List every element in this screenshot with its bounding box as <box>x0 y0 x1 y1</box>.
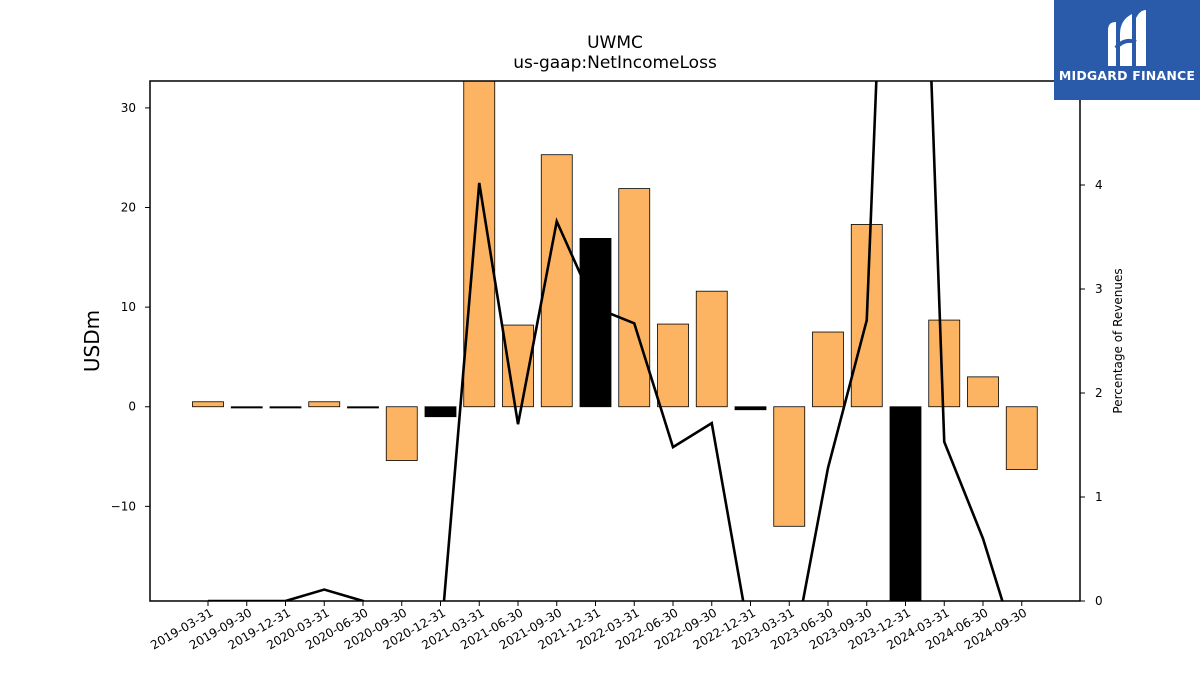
bar-2023-12-31 <box>889 406 922 601</box>
bar-2023-03-31 <box>773 406 806 527</box>
y2-tick-label: 2 <box>1095 386 1103 400</box>
y2-axis-label: Percentage of Revenues <box>1111 268 1125 413</box>
bar-2019-03-31 <box>192 401 224 408</box>
logo-text: MIDGARD FINANCE <box>1058 68 1196 83</box>
bar-2020-09-30 <box>385 406 418 461</box>
bar-2021-12-31 <box>579 237 612 408</box>
y2-tick-label: 0 <box>1095 594 1103 608</box>
bar-2022-06-30 <box>657 323 689 408</box>
bar-2020-03-31 <box>308 401 341 408</box>
y-tick-label: −10 <box>111 499 136 513</box>
y-axis-label: USDm <box>80 310 104 372</box>
y-tick-label: 30 <box>121 101 136 115</box>
chart-subtitle: us-gaap:NetIncomeLoss <box>513 53 717 73</box>
percentage-line <box>208 81 1004 601</box>
y2-tick-label: 1 <box>1095 490 1103 504</box>
line-group <box>208 81 1004 601</box>
bar-2023-06-30 <box>812 331 844 408</box>
midgard-finance-logo: MIDGARD FINANCE <box>1054 0 1200 100</box>
y-tick-label: 20 <box>121 201 136 215</box>
bar-2022-09-30 <box>695 290 728 408</box>
plot-frame <box>149 80 1081 602</box>
bar-2019-12-31 <box>269 406 302 409</box>
y2-tick-label: 4 <box>1095 178 1103 192</box>
bar-2024-09-30 <box>1005 406 1038 470</box>
bar-2024-06-30 <box>967 376 999 408</box>
bar-2020-06-30 <box>347 406 379 409</box>
x-axis: 2019-03-312019-09-302019-12-312020-03-31… <box>148 601 1029 652</box>
logo-mark-icon <box>1108 10 1146 66</box>
y2-axis: 0 1 2 3 4 <box>1080 178 1103 608</box>
bar-2022-03-31 <box>618 188 651 408</box>
chart-title: UWMC <box>587 33 643 53</box>
bar-2019-09-30 <box>230 406 263 409</box>
bar-2024-03-31 <box>928 319 961 408</box>
bars-group <box>192 81 1038 601</box>
bar-2020-12-31 <box>424 406 457 418</box>
bar-2022-12-31 <box>734 406 767 411</box>
y-tick-label: 10 <box>121 300 136 314</box>
y-axis: −10 0 10 20 30 <box>111 101 150 513</box>
y2-tick-label: 3 <box>1095 282 1103 296</box>
y-tick-label: 0 <box>128 400 136 414</box>
